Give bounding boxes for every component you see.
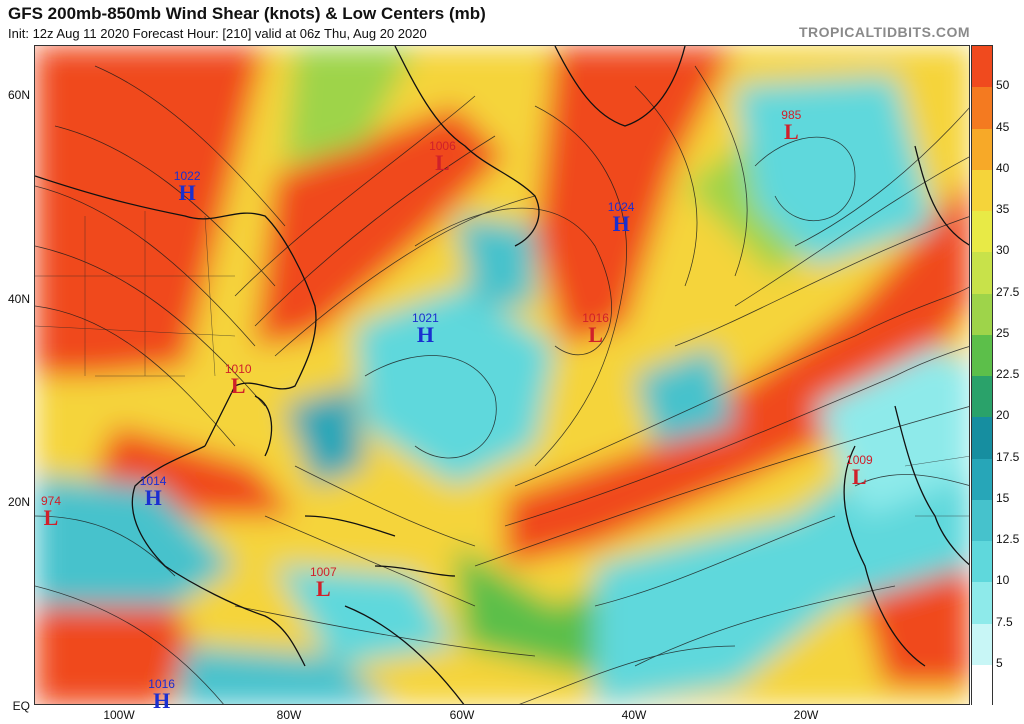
pressure-symbol: H [144,484,162,510]
pressure-symbol: H [153,687,171,713]
pressure-symbol: L [588,322,603,348]
colorbar-segment [972,458,992,501]
pressure-symbol: H [178,180,196,206]
pressure-value: 1006 [429,138,456,153]
shear-field [35,46,969,704]
low-pressure-center: 1010 L [213,363,263,397]
colorbar-segment [972,623,992,666]
high-pressure-center: 1021 H [400,312,450,346]
colorbar-tick-label: 15 [996,490,1010,505]
pressure-value: 1016 [148,676,175,691]
lon-label-80w: 80W [276,708,302,722]
borders [35,211,969,517]
colorbar-segment [972,252,992,294]
pressure-value: 1014 [139,473,167,488]
colorbar-tick-label: 22.5 [996,367,1020,381]
low-pressure-center: 1016 L [571,312,621,346]
colorbar-segment [972,417,992,459]
lat-label-20n: 20N [7,495,30,509]
pressure-symbol: L [230,373,246,399]
colorbar-tick-label: 30 [996,243,1010,258]
high-pressure-center: 1014 H [128,475,178,509]
lat-label-40n: 40N [7,292,30,306]
colorbar-segment [972,582,992,624]
colorbar-segment [972,128,992,171]
pressure-symbol: L [852,464,867,490]
pressure-value: 1022 [173,169,201,184]
streamlines [35,65,969,704]
colorbar-tick-label: 12.5 [996,532,1020,546]
colorbar-segment [972,87,992,129]
colorbar-tick-label: 40 [996,160,1010,175]
lon-label-40w: 40W [621,708,647,722]
colorbar-segment [972,293,992,336]
map-subtitle: Init: 12z Aug 11 2020 Forecast Hour: [21… [8,26,427,41]
colorbar-tick-label: 17.5 [996,449,1020,464]
map-title: GFS 200mb-850mb Wind Shear (knots) & Low… [8,4,486,23]
high-pressure-center: 1024 H [596,201,646,235]
pressure-symbol: L [435,149,450,175]
coastlines [35,46,969,704]
colorbar-segment [972,334,992,377]
colorbar-segment [972,169,992,212]
colorbar-segment [972,211,992,253]
colorbar-tick-label: 27.5 [996,284,1020,299]
lon-label-20w: 20W [793,708,819,722]
colorbar-segment [972,376,992,418]
pressure-value: 1021 [412,311,439,326]
colorbar-segment [972,664,992,707]
pressure-value: 1007 [309,565,337,580]
pressure-value: 1009 [846,453,873,468]
colorbar-segment [972,499,992,542]
colorbar-tick-label: 10 [996,573,1010,588]
lat-label-eq: EQ [12,699,30,713]
colorbar-tick-label: 20 [996,408,1010,423]
high-pressure-center: 1016 H [137,678,187,712]
colorbar-segment [972,541,992,583]
colorbar [971,45,993,707]
colorbar-tick-label: 45 [996,119,1010,134]
low-pressure-center: 1009 L [834,454,884,488]
shear-map [34,45,970,705]
pressure-value: 1024 [607,199,635,214]
pressure-value: 1010 [224,362,252,377]
high-pressure-center: 1022 H [162,170,212,204]
low-pressure-center: 1006 L [417,140,467,174]
pressure-value: 985 [781,108,802,123]
lon-label-60w: 60W [449,708,475,722]
low-pressure-center: 1007 L [298,566,348,600]
colorbar-tick-label: 25 [996,325,1010,340]
lon-label-100w: 100W [103,708,135,722]
colorbar-tick-label: 7.5 [996,614,1013,629]
colorbar-tick-label: 5 [996,655,1003,670]
colorbar-segment [972,46,992,88]
brand-watermark: TROPICALTIDBITS.COM [798,24,970,40]
pressure-symbol: L [783,119,799,145]
lat-label-60n: 60N [7,88,30,102]
pressure-symbol: L [43,505,59,531]
pressure-symbol: H [612,210,630,236]
pressure-symbol: L [315,576,331,602]
shear-color-field [35,46,969,704]
pressure-value: 1016 [582,311,609,326]
colorbar-tick-label: 35 [996,202,1010,216]
pressure-value: 974 [41,494,62,509]
colorbar-tick-label: 50 [996,78,1010,93]
low-pressure-center: 974 L [26,495,76,529]
low-pressure-center: 985 L [766,109,816,143]
pressure-symbol: H [416,322,434,348]
